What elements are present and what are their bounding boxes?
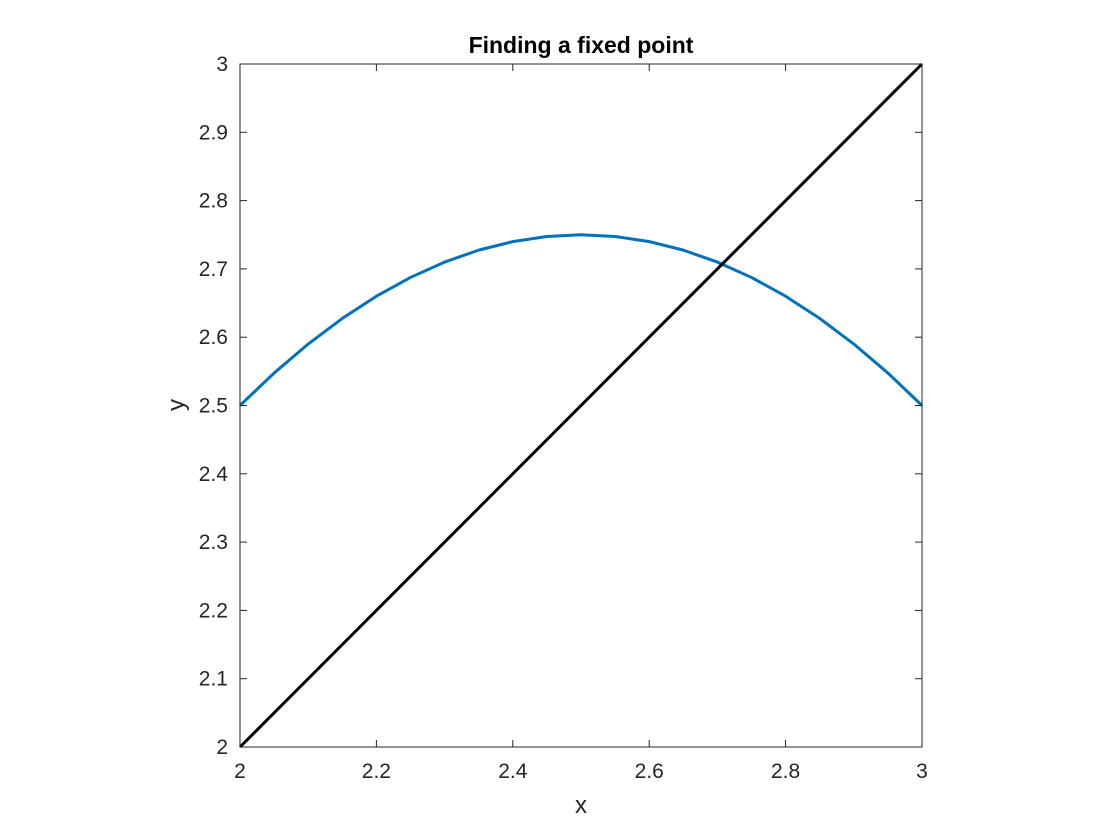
series-layer — [238, 62, 924, 749]
y-axis-label: y — [163, 399, 190, 411]
series-0-line — [238, 233, 924, 407]
x-axis-label: x — [575, 792, 587, 819]
y-tick-label: 3 — [216, 53, 228, 76]
y-tick-label: 2.8 — [199, 190, 228, 213]
y-tick-label: 2.4 — [199, 463, 229, 486]
y-tick-label: 2.1 — [199, 668, 228, 691]
y-tick-label: 2.2 — [199, 599, 228, 622]
x-tick-label: 2.8 — [771, 760, 800, 783]
x-tick-label: 2 — [234, 760, 246, 783]
x-tick-label: 2.6 — [635, 760, 664, 783]
series-1-line — [238, 62, 924, 749]
x-tick-label: 2.2 — [362, 760, 391, 783]
y-tick-label: 2.9 — [199, 121, 228, 144]
y-tick-label: 2 — [216, 736, 228, 759]
ticks-layer: 2 2.2 2.4 2.6 2.8 3 2 2.1 2.2 2.3 2.4 2.5 2.6 2.7 2.8 2… — [199, 53, 928, 783]
y-tick-label: 2.6 — [199, 326, 228, 349]
y-tick-label: 2.3 — [199, 531, 228, 554]
chart-title: Finding a fixed point — [469, 32, 694, 58]
y-tick-label: 2.7 — [199, 258, 228, 281]
y-tick-label: 2.5 — [199, 395, 228, 418]
x-tick-label: 3 — [916, 760, 928, 783]
x-tick-label: 2.4 — [498, 760, 528, 783]
